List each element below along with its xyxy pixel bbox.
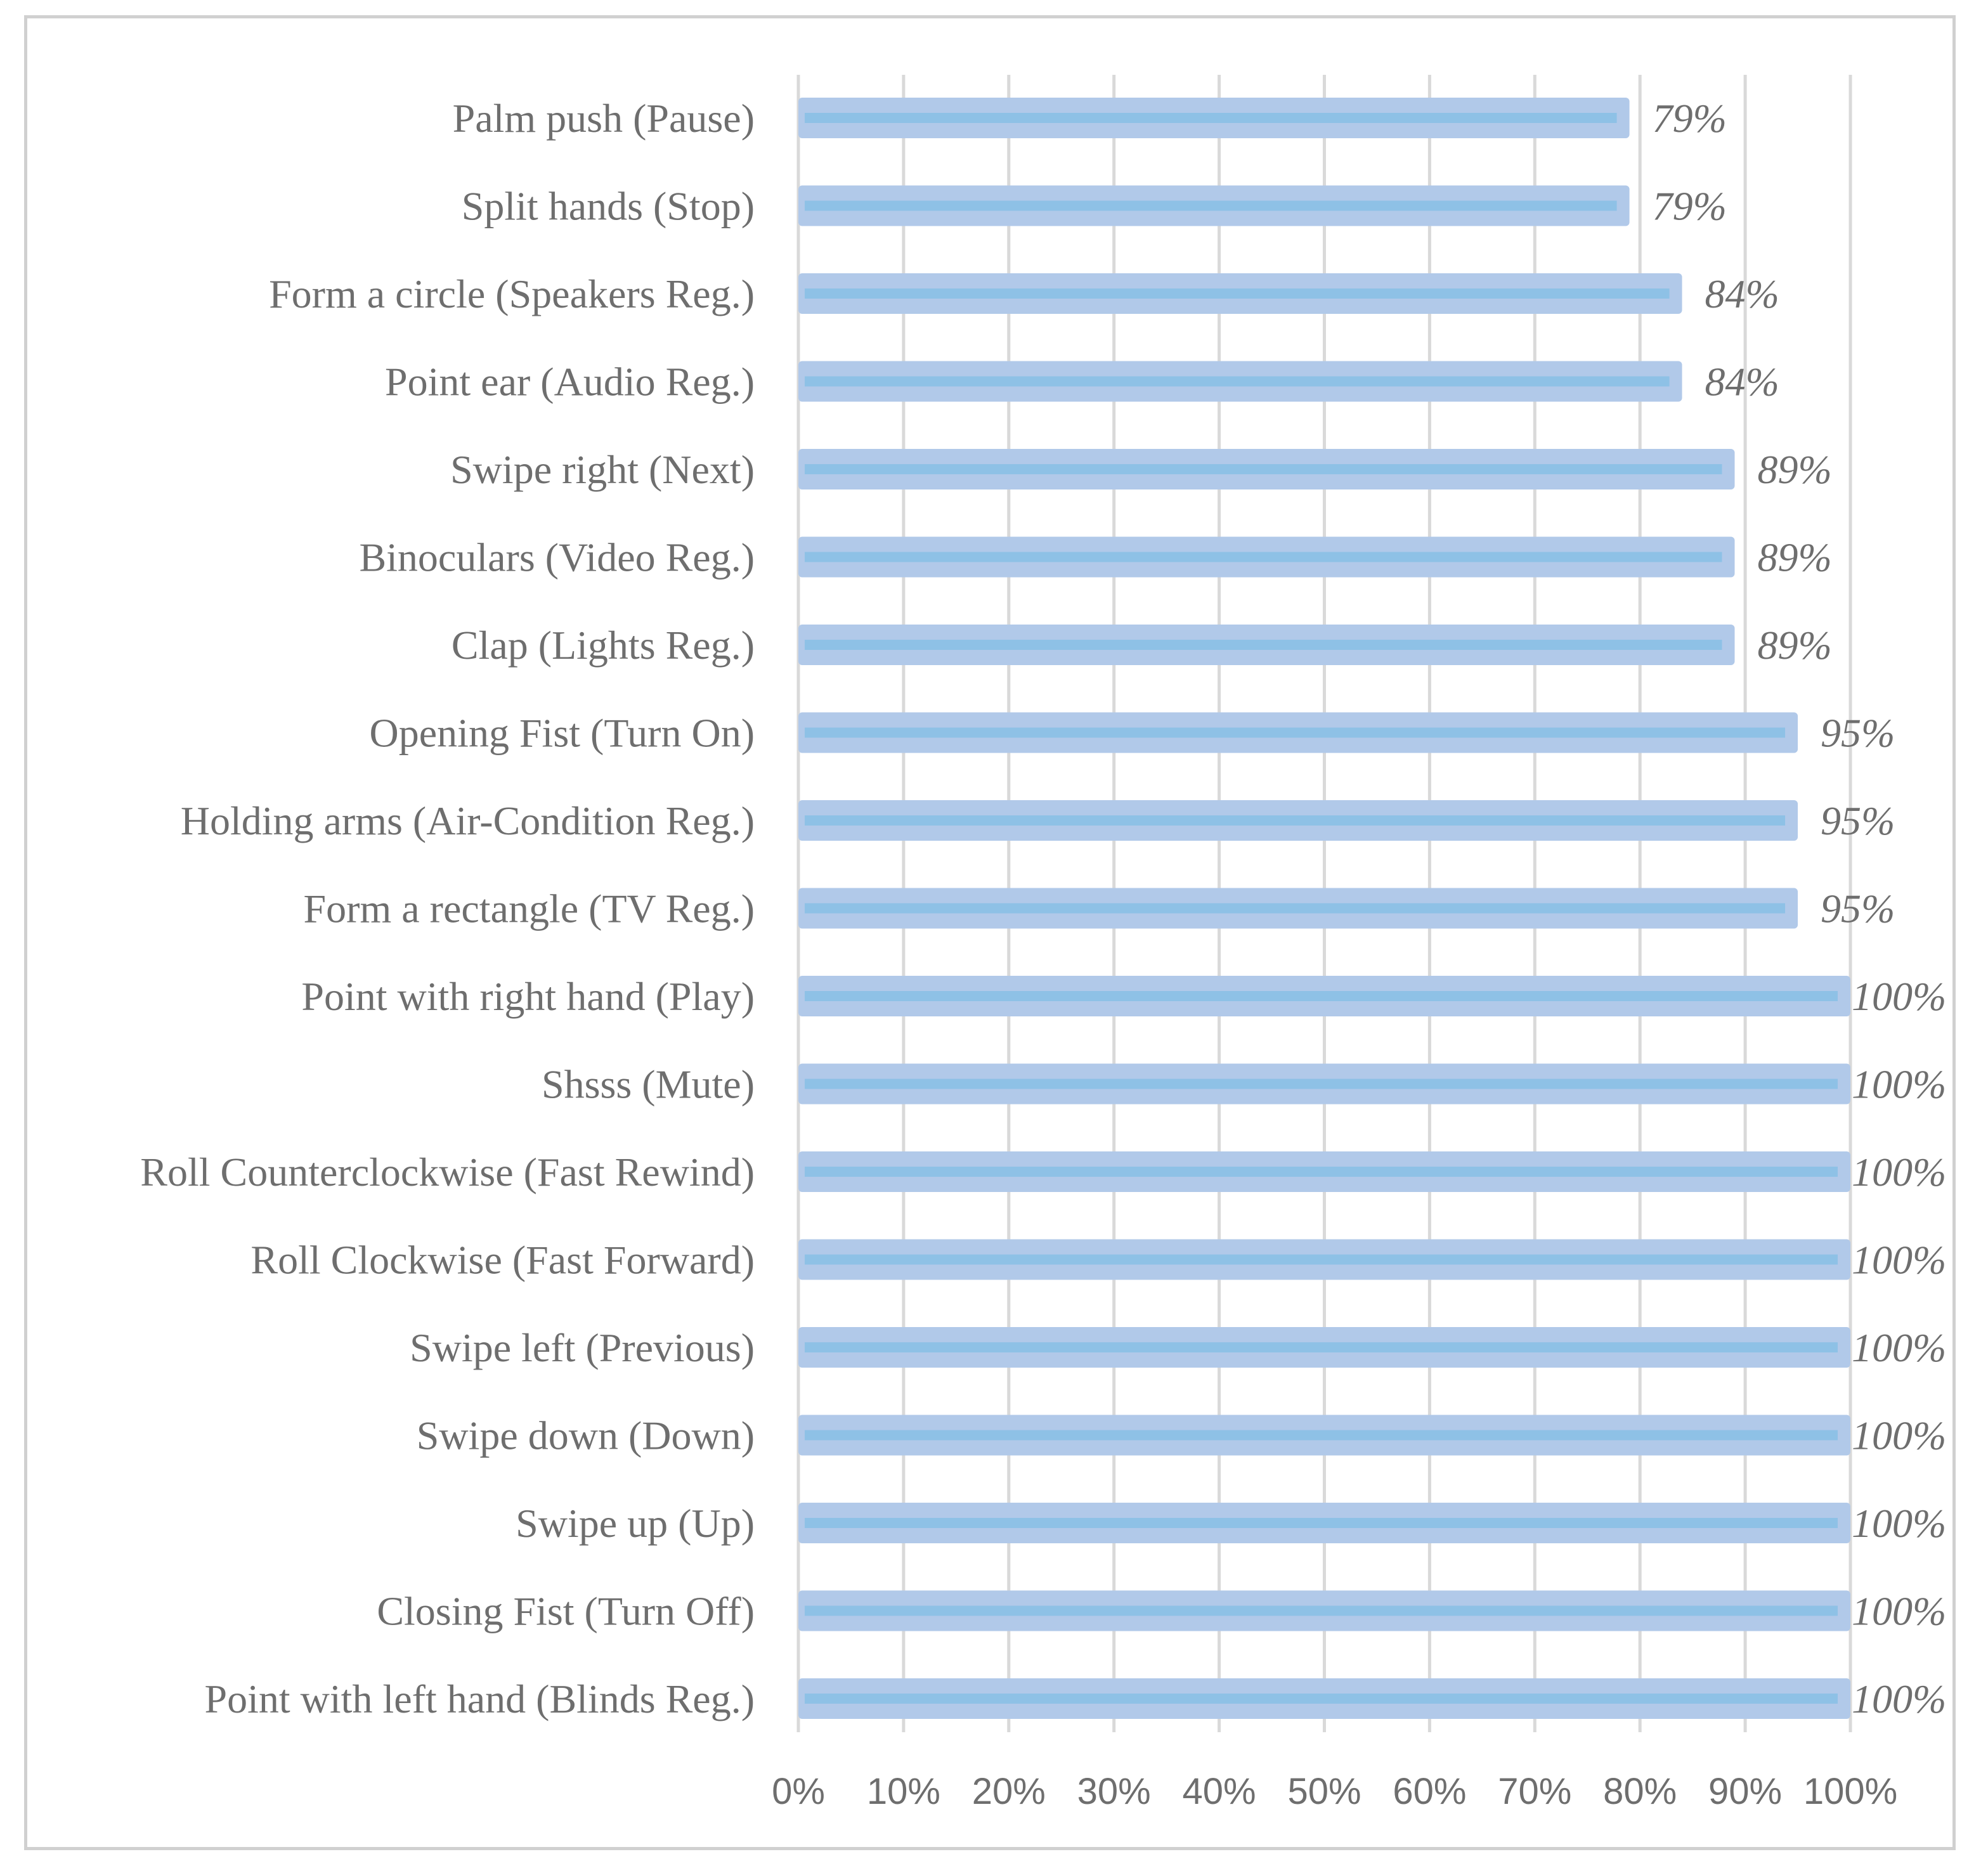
bar-inner-line: [805, 727, 1786, 738]
data-label: 84%: [1705, 271, 1779, 316]
data-label: 100%: [1852, 1150, 1946, 1195]
data-label: 95%: [1821, 886, 1895, 931]
category-label: Roll Clockwise (Fast Forward): [250, 1238, 755, 1283]
category-label: Swipe down (Down): [417, 1413, 755, 1458]
category-label: Opening Fist (Turn On): [370, 711, 755, 756]
bar-inner-line: [805, 376, 1670, 387]
bars: [798, 98, 1850, 1719]
x-tick-label: 30%: [1077, 1771, 1151, 1812]
data-label: 100%: [1852, 1413, 1946, 1458]
bar-inner-line: [805, 1605, 1838, 1616]
data-label: 95%: [1821, 711, 1895, 756]
data-labels: 79% 79% 84% 84% 89% 89% 89% 95% 95% 95% 100% 100% 10…: [1653, 96, 1947, 1721]
data-label: 100%: [1852, 1238, 1946, 1283]
category-label: Point ear (Audio Reg.): [385, 360, 755, 405]
data-label: 95%: [1821, 798, 1895, 843]
bar-inner-line: [805, 552, 1722, 562]
bar-inner-line: [805, 113, 1617, 123]
category-label: Palm push (Pause): [453, 96, 755, 141]
bar-inner-line: [805, 903, 1786, 914]
data-label: 79%: [1653, 96, 1727, 141]
category-label: Point with left hand (Blinds Reg.): [205, 1676, 755, 1721]
bar-inner-line: [805, 1342, 1838, 1352]
bar-inner-line: [805, 640, 1722, 650]
category-label: Clap (Lights Reg.): [452, 623, 755, 668]
data-label: 100%: [1852, 974, 1946, 1019]
data-label: 100%: [1852, 1062, 1946, 1107]
data-label: 100%: [1852, 1589, 1946, 1634]
bar-inner-line: [805, 1167, 1838, 1177]
data-label: 89%: [1758, 447, 1832, 492]
data-label: 100%: [1852, 1325, 1946, 1370]
category-label: Swipe left (Previous): [410, 1325, 755, 1370]
data-label: 89%: [1758, 535, 1832, 580]
x-tick-label: 60%: [1393, 1771, 1466, 1812]
category-labels: Palm push (Pause) Split hands (Stop) Form …: [140, 96, 755, 1721]
bar-inner-line: [805, 1254, 1838, 1265]
data-label: 100%: [1852, 1676, 1946, 1721]
bar-inner-line: [805, 200, 1617, 211]
bar-inner-line: [805, 1694, 1838, 1704]
category-label: Swipe up (Up): [516, 1501, 755, 1546]
x-tick-label: 90%: [1708, 1771, 1782, 1812]
category-label: Point with right hand (Play): [301, 974, 755, 1019]
category-label: Shsss (Mute): [542, 1062, 755, 1107]
data-label: 89%: [1758, 623, 1832, 668]
category-label: Roll Counterclockwise (Fast Rewind): [140, 1150, 755, 1195]
bar-inner-line: [805, 1079, 1838, 1089]
category-label: Holding arms (Air-Condition Reg.): [181, 798, 755, 843]
x-tick-label: 20%: [972, 1771, 1046, 1812]
category-label: Swipe right (Next): [450, 447, 755, 492]
bar-inner-line: [805, 815, 1786, 826]
x-tick-label: 40%: [1183, 1771, 1256, 1812]
bar-inner-line: [805, 1518, 1838, 1528]
category-label: Closing Fist (Turn Off): [377, 1589, 755, 1634]
data-label: 100%: [1852, 1501, 1946, 1546]
bar-inner-line: [805, 288, 1670, 299]
x-tick-label: 100%: [1803, 1771, 1897, 1812]
bar-inner-line: [805, 464, 1722, 474]
data-label: 79%: [1653, 184, 1727, 229]
x-tick-label: 10%: [867, 1771, 940, 1812]
x-tick-label: 0%: [772, 1771, 825, 1812]
bar-inner-line: [805, 1430, 1838, 1441]
x-tick-label: 70%: [1498, 1771, 1571, 1812]
category-label: Form a circle (Speakers Reg.): [269, 271, 755, 316]
category-label: Form a rectangle (TV Reg.): [304, 886, 755, 931]
data-label: 84%: [1705, 360, 1779, 405]
x-tick-label: 50%: [1287, 1771, 1361, 1812]
x-axis-ticks: 0% 10% 20% 30% 40% 50% 60% 70% 80% 90% 100%: [772, 1771, 1897, 1812]
x-tick-label: 80%: [1603, 1771, 1677, 1812]
category-label: Split hands (Stop): [462, 184, 755, 229]
category-label: Binoculars (Video Reg.): [359, 535, 755, 580]
chart-frame: [24, 15, 1956, 1850]
bar-inner-line: [805, 991, 1838, 1001]
